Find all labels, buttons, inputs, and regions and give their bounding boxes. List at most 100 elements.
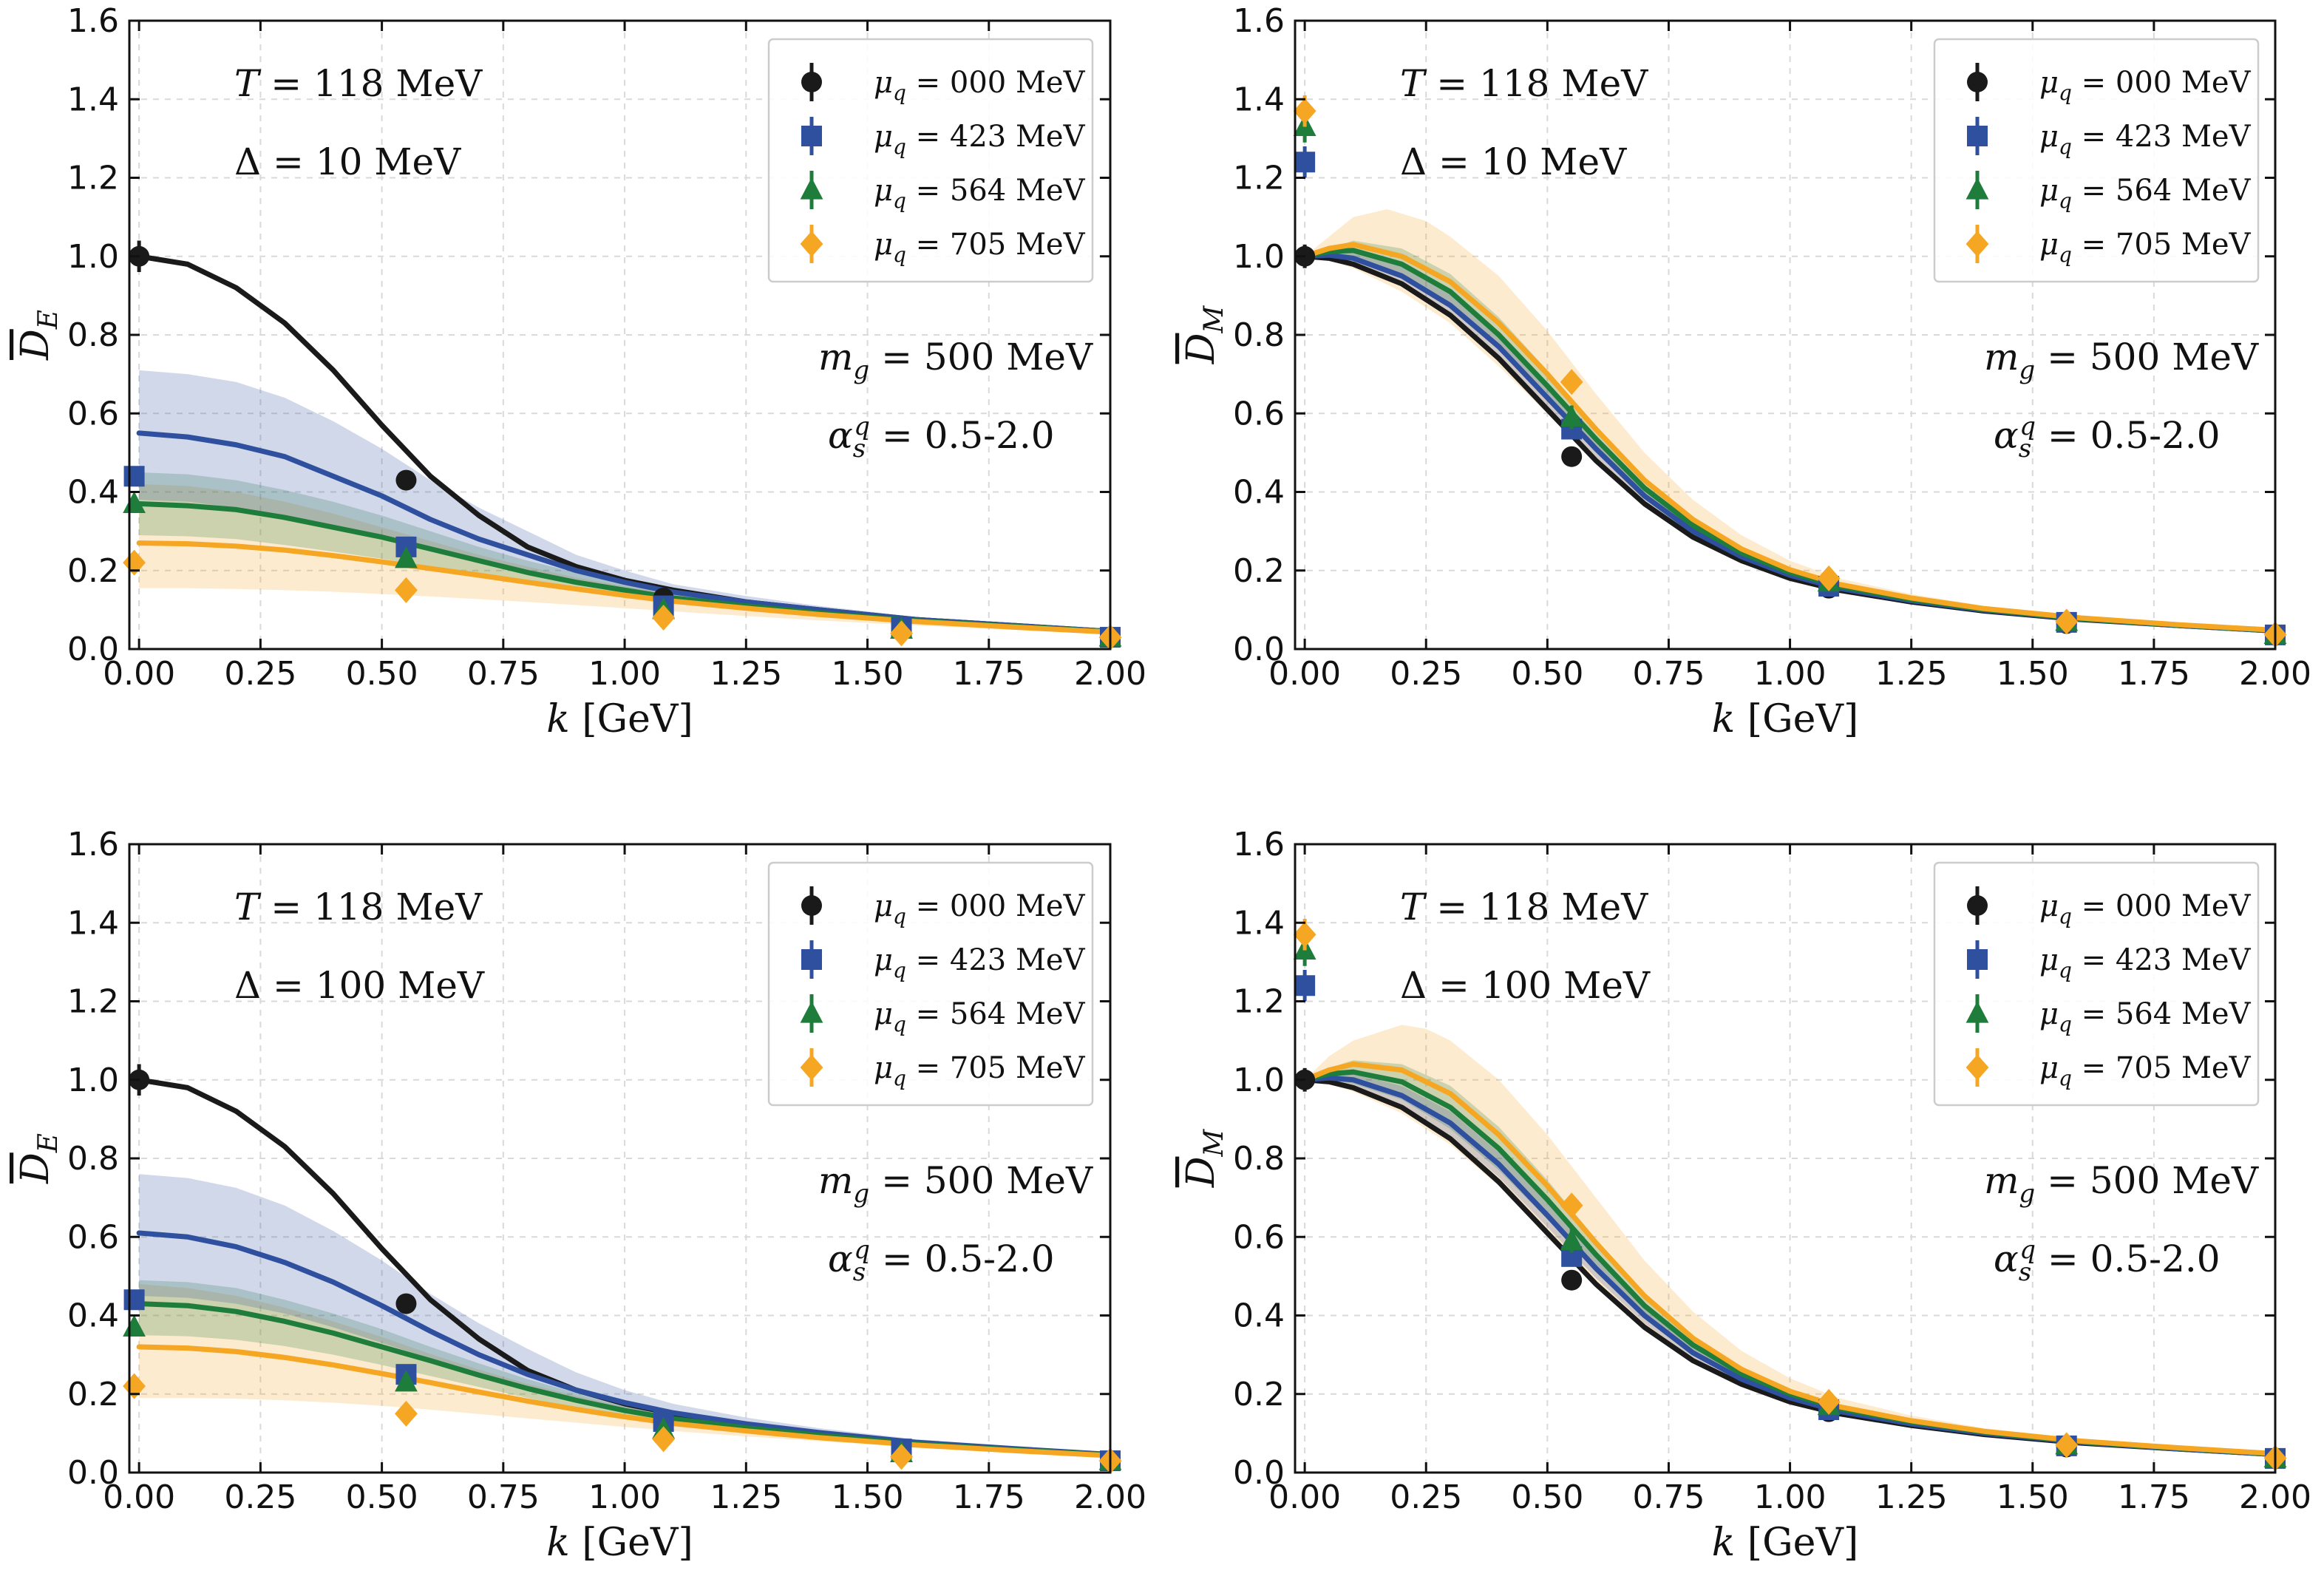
y-axis-title-sub: E xyxy=(33,1133,64,1153)
legend-sub: q xyxy=(893,958,906,982)
temperature-label: T = 118 MeV xyxy=(1400,62,1648,105)
legend-value: = 000 MeV xyxy=(906,889,1086,923)
legend-label: μq = 705 MeV xyxy=(874,1051,1086,1090)
data-layer xyxy=(136,1077,1110,1459)
legend-mu: μ xyxy=(2039,1051,2059,1085)
marker-triangle xyxy=(1965,177,1989,200)
temperature-label: T = 118 MeV xyxy=(234,886,483,928)
legend-value: = 564 MeV xyxy=(906,174,1086,208)
y-tick-label: 0.4 xyxy=(67,1297,119,1335)
x-tick-label: 0.00 xyxy=(1268,655,1341,693)
y-tick-label: 1.6 xyxy=(1233,2,1285,40)
coupling-label: αsq = 0.5-2.0 xyxy=(1994,1235,2221,1287)
x-tick-label: 2.00 xyxy=(1074,1478,1146,1516)
ticks: 0.00 0.25 0.50 0.75 1.00 1.25 1.50 1.75 2.00 0.0 0… xyxy=(67,2,1146,693)
coupling-symbol: α xyxy=(828,1237,853,1280)
temperature-label: T = 118 MeV xyxy=(1400,886,1648,928)
temperature-value: = 118 MeV xyxy=(1424,62,1648,105)
temperature-symbol: T xyxy=(1400,62,1427,105)
x-tick-label: 0.25 xyxy=(224,655,296,693)
legend-sub: q xyxy=(2059,135,2072,159)
y-axis-title-sub: M xyxy=(1199,305,1229,334)
y-tick-label: 1.6 xyxy=(67,826,119,863)
legend-label: μq = 000 MeV xyxy=(874,889,1086,928)
panel-top-right: 0.00 0.25 0.50 0.75 1.00 1.25 1.50 1.75 2.00 0.0 0… xyxy=(1179,2,2311,741)
x-axis-title-var: k xyxy=(1712,697,1736,741)
gluon-mass-sub: g xyxy=(2019,1179,2035,1209)
x-tick-label: 0.25 xyxy=(224,1478,296,1516)
x-axis-title-unit: [GeV] xyxy=(570,1521,693,1565)
curve-series-3 xyxy=(1302,1062,2275,1456)
y-tick-label: 1.2 xyxy=(1233,983,1285,1021)
marker-triangle xyxy=(1560,1228,1583,1251)
legend-label: μq = 000 MeV xyxy=(2039,889,2252,928)
coupling-label: αsq = 0.5-2.0 xyxy=(828,1235,1055,1287)
y-tick-label: 0.6 xyxy=(67,395,119,432)
gluon-mass-symbol: m xyxy=(1984,1159,2019,1202)
y-tick-label: 1.0 xyxy=(1233,238,1285,276)
coupling-symbol: α xyxy=(1994,1237,2019,1280)
coupling-symbol: α xyxy=(1994,414,2019,457)
y-tick-label: 1.4 xyxy=(1233,904,1285,942)
y-axis-title-symbol: D xyxy=(13,329,58,361)
x-axis-title-var: k xyxy=(546,697,570,741)
marker-diamond xyxy=(1965,231,1989,257)
y-tick-label: 1.0 xyxy=(1233,1062,1285,1099)
x-tick-label: 1.25 xyxy=(1875,1478,1948,1516)
x-tick-label: 0.75 xyxy=(1632,655,1705,693)
marker-diamond xyxy=(800,231,823,257)
ticks: 0.00 0.25 0.50 0.75 1.00 1.25 1.50 1.75 2.00 0.0 0… xyxy=(1233,2,2311,693)
y-tick-label: 0.6 xyxy=(1233,395,1285,432)
legend-sub: q xyxy=(893,1066,906,1090)
x-tick-label: 0.00 xyxy=(103,1478,175,1516)
y-tick-label: 0.0 xyxy=(67,631,119,668)
marker-diamond xyxy=(395,577,418,603)
legend-mu: μ xyxy=(2039,120,2059,154)
delta-label: Δ = 100 MeV xyxy=(234,964,485,1007)
y-tick-label: 0.4 xyxy=(1233,474,1285,512)
legend-sub: q xyxy=(2059,81,2072,105)
x-tick-label: 1.25 xyxy=(1875,655,1948,693)
gluon-mass-value: = 500 MeV xyxy=(869,1159,1093,1202)
data-layer xyxy=(136,254,1110,635)
y-tick-label: 0.2 xyxy=(1233,1376,1285,1413)
y-tick-label: 1.0 xyxy=(67,1062,119,1099)
y-axis-title-symbol: D xyxy=(1179,333,1223,365)
coupling-sup: q xyxy=(854,412,870,441)
x-tick-label: 1.50 xyxy=(832,1478,904,1516)
y-tick-label: 1.2 xyxy=(1233,160,1285,197)
legend-mu: μ xyxy=(2039,889,2059,923)
y-tick-label: 1.6 xyxy=(67,2,119,40)
y-axis-title: DE xyxy=(13,1133,64,1184)
marker-diamond xyxy=(395,1400,418,1427)
x-tick-label: 1.50 xyxy=(832,655,904,693)
legend-frame xyxy=(767,861,1094,1107)
legend-sub: q xyxy=(893,135,906,159)
coupling-value: = 0.5-2.0 xyxy=(2036,1237,2221,1280)
legend-frame xyxy=(1933,861,2260,1107)
legend-label: μq = 564 MeV xyxy=(2039,997,2252,1036)
marker-diamond xyxy=(1560,1192,1583,1219)
delta-value: Δ = 100 MeV xyxy=(234,964,485,1007)
y-axis-title-sub: E xyxy=(33,310,64,330)
gluon-mass-value: = 500 MeV xyxy=(2035,1159,2259,1202)
coupling-label: αsq = 0.5-2.0 xyxy=(828,412,1055,463)
gluon-mass-symbol: m xyxy=(818,1159,853,1202)
marker-diamond xyxy=(890,1444,913,1470)
markers xyxy=(123,1064,1122,1474)
panel-bottom-right: 0.00 0.25 0.50 0.75 1.00 1.25 1.50 1.75 2.00 0.0 0… xyxy=(1179,826,2311,1565)
marker-diamond xyxy=(890,620,913,647)
y-tick-label: 1.4 xyxy=(1233,81,1285,118)
x-tick-label: 2.00 xyxy=(2239,1478,2311,1516)
marker-diamond xyxy=(1817,565,1841,591)
legend-label: μq = 000 MeV xyxy=(874,66,1086,105)
gluon-mass-label: mg = 500 MeV xyxy=(1984,1159,2259,1209)
gluon-mass-symbol: m xyxy=(818,336,853,378)
x-tick-label: 0.50 xyxy=(1511,1478,1583,1516)
y-tick-label: 0.8 xyxy=(67,1140,119,1178)
